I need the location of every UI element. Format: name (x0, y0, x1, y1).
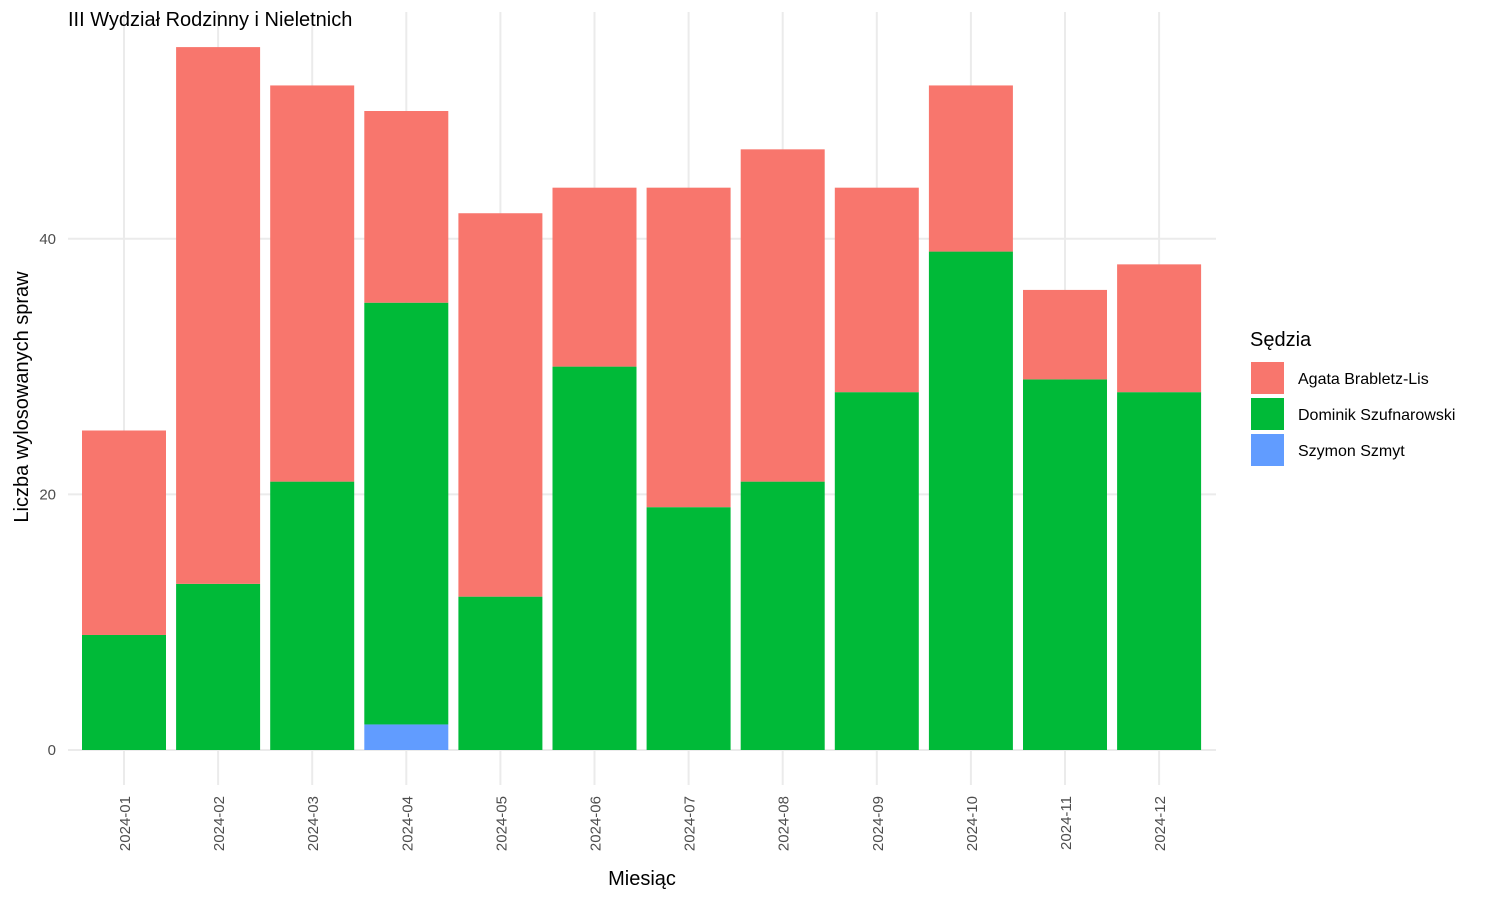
x-tick-label: 2024-05 (493, 796, 510, 851)
y-tick-label: 20 (39, 486, 56, 503)
chart-title: III Wydział Rodzinny i Nieletnich (68, 9, 352, 31)
y-axis-ticks: 0 20 40 (39, 231, 56, 759)
bar-segment (1117, 392, 1202, 750)
x-tick-label: 2024-09 (870, 796, 887, 851)
x-tick-label: 2024-01 (117, 796, 134, 851)
x-tick-label: 2024-12 (1152, 796, 1169, 851)
legend-swatch (1251, 362, 1284, 394)
bar-segment (552, 187, 637, 367)
legend-label: Agata Brabletz-Lis (1298, 371, 1429, 388)
x-tick-label: 2024-04 (399, 796, 416, 851)
bar-segment (82, 634, 166, 750)
legend-label: Szymon Szmyt (1298, 443, 1405, 460)
x-tick-label: 2024-07 (682, 796, 699, 851)
bar-segment (1117, 264, 1202, 393)
y-tick-label: 0 (48, 742, 56, 759)
bar-segment (552, 366, 637, 750)
x-tick-label: 2024-10 (964, 796, 981, 851)
bar-segment (834, 392, 919, 750)
bar-segment (364, 111, 449, 303)
bar-segment (646, 507, 731, 750)
bar-segment (740, 149, 825, 482)
y-tick-label: 40 (39, 231, 56, 248)
legend-label: Dominik Szufnarowski (1298, 407, 1455, 424)
bar-segment (364, 302, 449, 725)
x-tick-label: 2024-03 (305, 796, 322, 851)
bar-segment (740, 481, 825, 750)
bar-segment (1023, 289, 1107, 380)
legend: Sędzia Agata Brabletz-Lis Dominik Szufnar… (1250, 329, 1455, 466)
bar-segment (1023, 379, 1107, 750)
bar-segment (176, 583, 261, 750)
bar-segment (834, 187, 919, 393)
legend-swatch (1251, 398, 1284, 430)
bar-segment (270, 481, 355, 750)
bar-segment (928, 85, 1013, 252)
x-tick-label: 2024-02 (211, 796, 228, 851)
legend-items: Agata Brabletz-Lis Dominik Szufnarowski Sz… (1251, 362, 1455, 466)
bars-layer (82, 47, 1202, 750)
legend-title: Sędzia (1250, 329, 1312, 351)
x-axis-title: Miesiąc (608, 868, 676, 890)
bar-segment (176, 47, 261, 584)
y-axis-title: Liczba wylosowanych spraw (11, 271, 33, 523)
x-tick-label: 2024-11 (1058, 796, 1075, 850)
bar-segment (364, 724, 449, 750)
legend-swatch (1251, 434, 1284, 466)
x-tick-label: 2024-08 (776, 796, 793, 851)
bar-segment (458, 596, 543, 750)
bar-segment (646, 187, 731, 508)
bar-segment (270, 85, 355, 482)
x-axis-ticks: 2024-01 2024-02 2024-03 2024-04 2024-05 2024-… (117, 796, 1169, 851)
bar-segment (458, 213, 543, 597)
x-tick-label: 2024-06 (588, 796, 605, 851)
bar-segment (928, 251, 1013, 750)
bar-segment (82, 430, 166, 635)
